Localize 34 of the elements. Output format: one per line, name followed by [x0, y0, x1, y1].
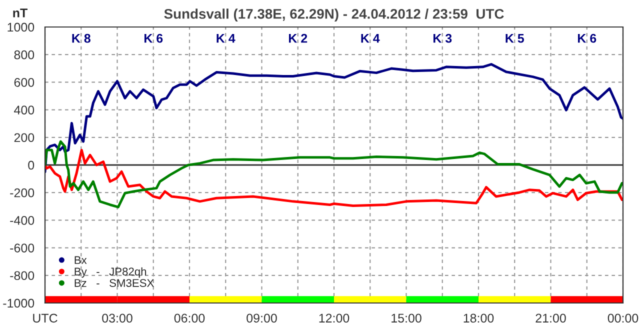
y-tick-label: 200	[14, 133, 34, 142]
x-tick-label: UTC	[33, 314, 58, 323]
y-tick-label: 0	[28, 160, 34, 170]
annotation: K 6	[578, 34, 596, 43]
line-series	[45, 63, 623, 174]
annotation: K 6	[144, 34, 163, 43]
annotation: K 4	[216, 34, 236, 43]
x-tick-label: 06:00	[174, 314, 205, 323]
x-tick-label: 21:00	[536, 314, 566, 323]
y-axis-title: nT	[13, 8, 28, 18]
y-tick-label: -400	[10, 216, 34, 225]
y-tick-label: 600	[14, 78, 34, 87]
legend-label: Bz - SM3ESX	[74, 279, 154, 287]
chart-title: Sundsvall (17.38E, 62.29N) - 24.04.2012 / 23:59 UTC	[164, 8, 504, 22]
y-tick-label: 400	[14, 106, 34, 114]
x-tick-label: 15:00	[392, 314, 422, 323]
legend-label: By - JP82qh	[74, 267, 146, 278]
annotation: K 4	[361, 34, 380, 43]
x-tick-label: 12:00	[319, 314, 350, 323]
y-tick-label: 800	[14, 50, 34, 60]
x-tick-label: 18:00	[464, 314, 494, 323]
y-tick-label: -600	[10, 244, 34, 252]
legend-label: Bx	[74, 256, 87, 264]
annotation: K 2	[288, 34, 308, 43]
annotation: K 5	[506, 34, 524, 43]
x-tick-label: 03:00	[102, 314, 132, 323]
annotation: K 8	[72, 34, 90, 43]
x-tick-label: 00:00	[608, 314, 638, 323]
x-tick-label: 09:00	[246, 314, 277, 323]
y-tick-label: -200	[10, 188, 34, 198]
y-tick-label: -800	[10, 271, 34, 280]
y-tick-label: -1000	[3, 298, 34, 308]
annotation: K 3	[433, 34, 452, 43]
y-tick-label: 1000	[8, 22, 34, 32]
